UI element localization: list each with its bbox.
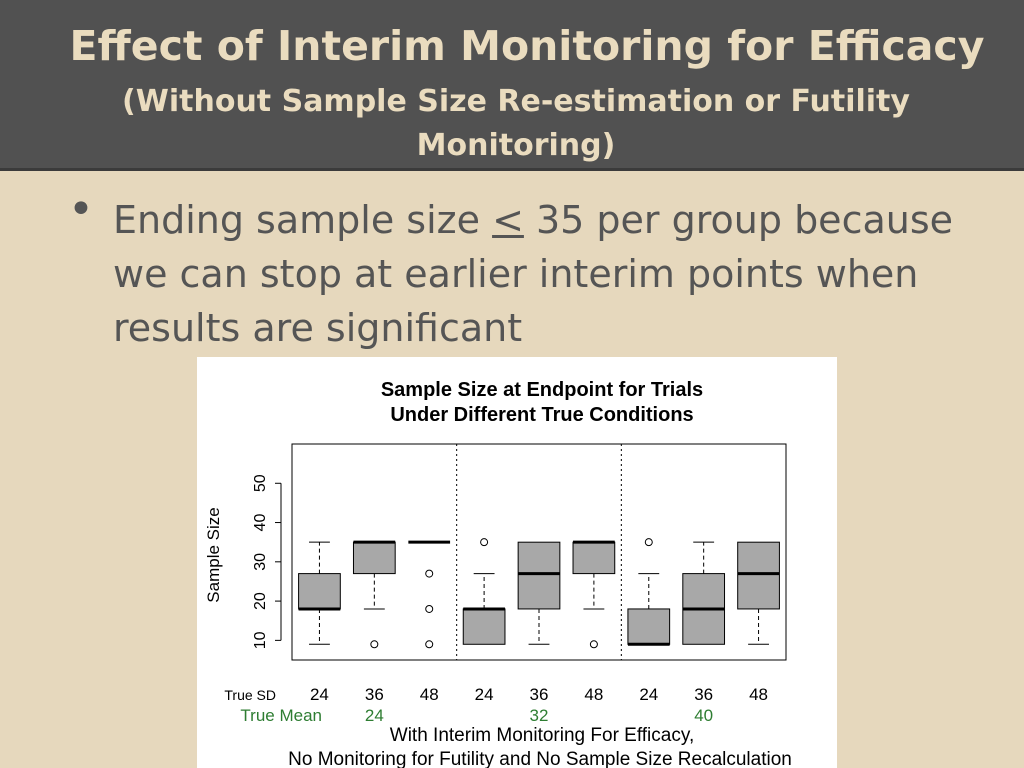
bullet-text-before: Ending sample size <box>113 198 493 242</box>
true-mean-value: 24 <box>365 706 384 725</box>
true-sd-value: 48 <box>584 685 603 704</box>
outlier-point <box>589 640 598 649</box>
outlier-point <box>370 640 379 649</box>
box <box>352 541 396 575</box>
chart-title-line: Under Different True Conditions <box>390 404 693 426</box>
plot-frame <box>291 443 787 661</box>
true-sd-value: 36 <box>694 685 713 704</box>
true-mean-label: True Mean <box>240 706 322 725</box>
true-mean-value: 32 <box>530 706 549 725</box>
bullet-dot-icon: • <box>68 184 94 235</box>
box <box>737 541 780 610</box>
slide-subtitle: (Without Sample Size Re-estimation or Fu… <box>122 84 910 163</box>
outlier-point <box>480 538 489 547</box>
chart-container: Sample Size at Endpoint for Trials Under … <box>197 357 837 768</box>
box <box>462 608 506 645</box>
outlier-point <box>425 604 434 613</box>
y-tick-label: 40 <box>252 514 269 532</box>
box <box>627 608 671 645</box>
x-axis-caption-line: No Monitoring for Futility and No Sample… <box>288 749 792 768</box>
true-sd-label: True SD <box>224 687 276 703</box>
bullet-symbol: < <box>492 198 524 242</box>
outlier-point <box>425 640 434 649</box>
slide-title: Effect of Interim Monitoring for Efficac… <box>69 22 985 70</box>
boxplot-chart: Sample Size at Endpoint for Trials Under … <box>204 379 792 768</box>
box <box>517 541 561 610</box>
y-tick-label: 20 <box>252 592 269 610</box>
true-sd-value: 36 <box>530 685 549 704</box>
box <box>572 541 616 575</box>
true-sd-value: 24 <box>475 685 494 704</box>
true-sd-value: 24 <box>639 685 658 704</box>
true-mean-value: 40 <box>694 706 713 725</box>
bullet-text-after: 35 per group because we can stop at earl… <box>113 198 954 350</box>
true-sd-value: 36 <box>365 685 384 704</box>
true-sd-value: 48 <box>749 685 768 704</box>
x-axis-caption-line: With Interim Monitoring For Efficacy, <box>390 725 694 746</box>
slide-header: Effect of Interim Monitoring for Efficac… <box>0 0 1024 171</box>
box <box>298 573 341 610</box>
true-sd-value: 24 <box>310 685 329 704</box>
bullet-text: Ending sample size < 35 per group becaus… <box>113 193 973 355</box>
chart-title-line: Sample Size at Endpoint for Trials <box>381 379 703 401</box>
y-tick-label: 30 <box>252 553 269 571</box>
y-tick-label: 10 <box>252 631 269 649</box>
outlier-point <box>425 569 434 578</box>
y-tick-label: 50 <box>252 474 269 492</box>
true-sd-value: 48 <box>420 685 439 704</box>
outlier-point <box>644 538 653 547</box>
y-axis-label: Sample Size <box>204 507 223 602</box>
